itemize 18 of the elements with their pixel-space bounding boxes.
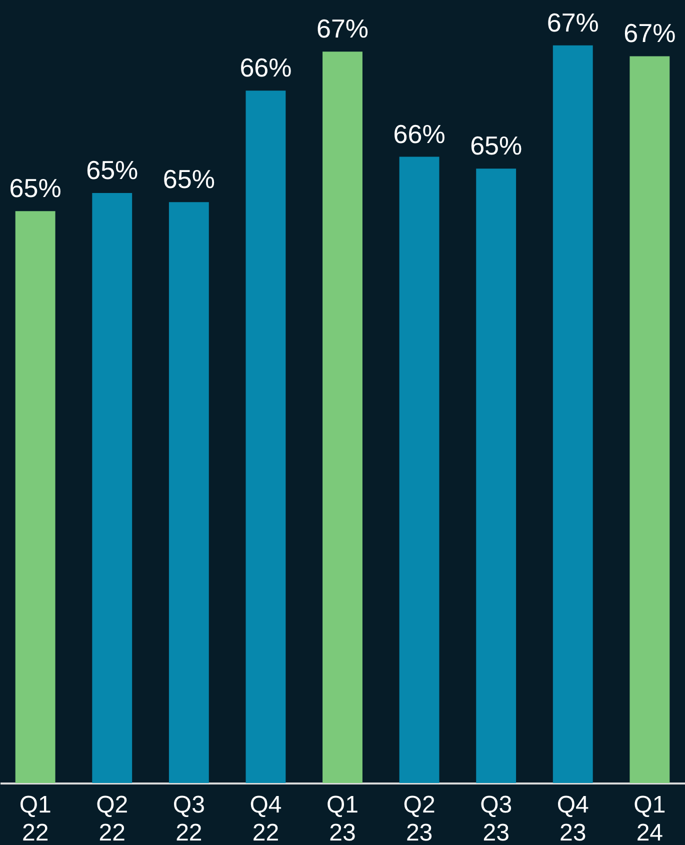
data-label: 65% xyxy=(9,173,62,204)
x-tick-label: Q4 23 xyxy=(556,792,589,845)
x-tick-label: Q2 22 xyxy=(96,792,128,845)
x-tick-label: Q1 24 xyxy=(634,792,666,845)
data-label: 67% xyxy=(546,7,599,38)
x-tick-label: Q4 22 xyxy=(250,792,282,845)
x-tick-label: Q3 23 xyxy=(480,792,512,845)
x-tick-label: Q3 22 xyxy=(172,792,205,845)
data-label: 66% xyxy=(240,52,292,83)
x-tick-label: Q2 23 xyxy=(403,792,436,845)
data-label: 67% xyxy=(316,14,369,44)
data-label: 65% xyxy=(470,130,522,161)
x-tick-label: Q1 23 xyxy=(326,792,359,845)
x-tick-label: Q1 22 xyxy=(19,792,52,845)
data-label: 67% xyxy=(624,18,676,48)
data-label: 66% xyxy=(393,118,446,149)
data-label: 65% xyxy=(86,155,138,186)
data-label: 65% xyxy=(162,164,215,194)
